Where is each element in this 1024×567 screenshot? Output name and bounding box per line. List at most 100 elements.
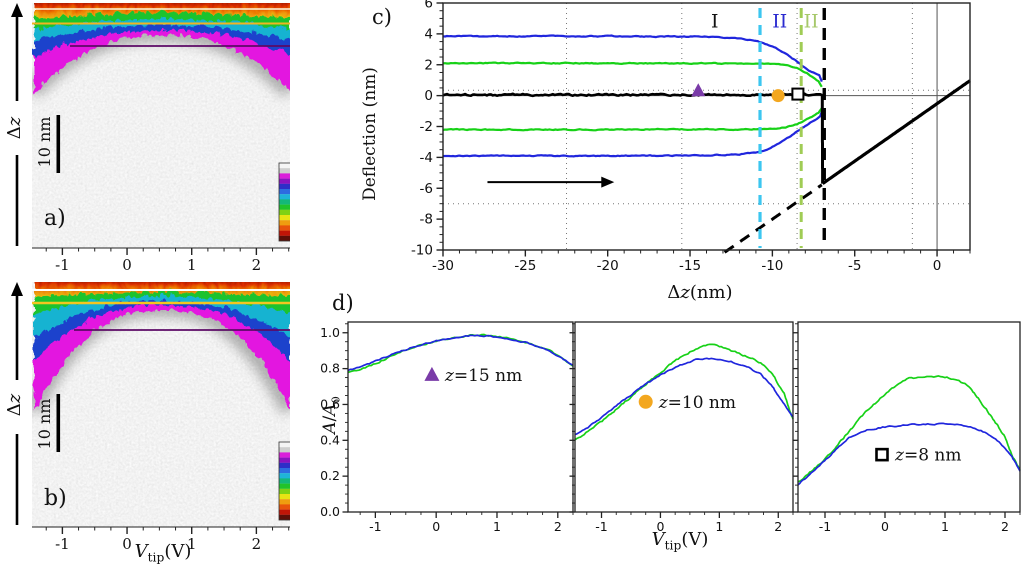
colorbar-swatch bbox=[279, 488, 290, 495]
scalebar bbox=[56, 115, 61, 173]
up-arrowhead-icon bbox=[11, 3, 23, 17]
colorbar-swatch bbox=[279, 494, 290, 500]
series-black-contact-extrapolation bbox=[723, 183, 823, 254]
region-label-2: II bbox=[804, 11, 819, 33]
panel-b-image: -1 0 1 2 bbox=[32, 282, 290, 553]
panel-c-letter: c) bbox=[372, 5, 392, 29]
subplot1-series-green bbox=[574, 343, 794, 441]
x-tick-label: -10 bbox=[761, 258, 783, 274]
colorbar-swatch bbox=[279, 504, 290, 510]
direction-arrowhead-icon bbox=[601, 176, 615, 188]
marker-circle bbox=[771, 89, 785, 103]
subplot-frame bbox=[574, 321, 794, 513]
colorbar-frame bbox=[278, 162, 290, 242]
series-black-approach bbox=[442, 92, 823, 98]
series-black-contact bbox=[821, 79, 971, 185]
colorbar-swatch bbox=[279, 168, 290, 174]
x-tick-label: -5 bbox=[848, 258, 861, 274]
x-tick-label: 2 bbox=[554, 519, 562, 534]
series-green-upper bbox=[442, 61, 823, 88]
y-tick-label: 1.0 bbox=[320, 325, 340, 340]
legend-label: z=15 nm bbox=[444, 366, 522, 386]
region-label-0: I bbox=[711, 11, 719, 33]
colorbar-swatch bbox=[279, 194, 290, 200]
x-tick-label: 1 bbox=[493, 519, 501, 534]
panel-b-letter: b) bbox=[44, 486, 67, 511]
colorbar-swatch bbox=[279, 452, 290, 458]
colorbar-swatch bbox=[279, 473, 290, 479]
panel-b-xlabel: Vtip(V) bbox=[134, 541, 192, 565]
panel-a-scalebar-label: 10 nm bbox=[35, 116, 54, 168]
colorbar-swatch bbox=[279, 514, 290, 521]
fringe-band-magenta bbox=[32, 282, 290, 410]
x-tick-label: 0 bbox=[881, 519, 889, 534]
y-tick-label: 0.2 bbox=[320, 468, 340, 483]
colorbar-swatch bbox=[279, 189, 290, 195]
x-tick-label: 2 bbox=[1001, 519, 1009, 534]
x-tick-label: -30 bbox=[432, 258, 454, 274]
legend-label: z=8 nm bbox=[894, 446, 962, 466]
subplot2-series-blue bbox=[797, 422, 1021, 486]
colorbar-swatch bbox=[279, 220, 290, 226]
colorbar-swatch bbox=[279, 230, 290, 236]
panel-a-letter: a) bbox=[44, 206, 66, 231]
series-green-lower bbox=[442, 107, 823, 132]
colorbar-swatch bbox=[279, 209, 290, 216]
legend-marker-square bbox=[875, 447, 889, 462]
colorbar-swatch bbox=[279, 447, 290, 453]
plot-frame bbox=[442, 2, 971, 251]
x-tick-label: 1 bbox=[941, 519, 949, 534]
x-tick-label: -25 bbox=[514, 258, 536, 274]
y-tick-label: 4 bbox=[424, 26, 433, 42]
x-tick-label: 1 bbox=[715, 519, 723, 534]
colorbar-swatch bbox=[279, 468, 290, 474]
x-tick-label: -1 bbox=[595, 519, 607, 534]
marker-square bbox=[791, 87, 805, 101]
panel-d-plot: z=15 nm -1 0 1 2 1.0 0.8 0.6 0.4 0.2 0.0 z=10 nm -1 0… bbox=[320, 321, 1021, 534]
colorbar-swatch bbox=[279, 483, 290, 489]
colorbar-swatch bbox=[279, 499, 290, 505]
x-tick-label: -1 bbox=[55, 535, 70, 553]
x-tick-label: -1 bbox=[369, 519, 381, 534]
legend-marker-triangle bbox=[424, 366, 440, 381]
y-tick-label: 0.4 bbox=[320, 432, 340, 447]
colorbar-frame bbox=[278, 441, 290, 521]
subplot0-series-blue bbox=[347, 334, 574, 372]
colorbar-swatch bbox=[279, 204, 290, 210]
x-tick-label: -20 bbox=[597, 258, 619, 274]
subplot2-series-green bbox=[797, 375, 1021, 483]
colorbar-swatch bbox=[279, 173, 290, 179]
y-tick-label: -10 bbox=[411, 243, 433, 259]
panel-a-dz-arrow bbox=[11, 3, 23, 246]
x-tick-label: 0 bbox=[933, 258, 942, 274]
colorbar-swatch bbox=[279, 457, 290, 463]
colorbar-swatch bbox=[279, 183, 290, 190]
colorbar-swatch bbox=[279, 163, 290, 169]
scalebar bbox=[56, 394, 61, 452]
panel-b-dz-arrow bbox=[11, 282, 23, 525]
legend-marker-circle bbox=[638, 394, 653, 409]
marker-triangle bbox=[691, 83, 706, 97]
colorbar-swatch bbox=[279, 225, 290, 231]
y-tick-label: 0 bbox=[424, 88, 433, 104]
x-tick-label: 0 bbox=[432, 519, 440, 534]
x-tick-label: 0 bbox=[122, 256, 132, 274]
series-blue-lower bbox=[442, 111, 823, 158]
panel-b-dz-label: Δz bbox=[4, 393, 25, 417]
region-label-1: II bbox=[772, 11, 787, 33]
x-tick-label: 0 bbox=[656, 519, 664, 534]
series-blue-upper bbox=[442, 34, 823, 82]
y-tick-label: 0.0 bbox=[320, 504, 340, 519]
x-tick-label: 2 bbox=[774, 519, 782, 534]
y-tick-label: 2 bbox=[424, 57, 433, 73]
colorbar-swatch bbox=[279, 235, 290, 242]
y-tick-label: 0.8 bbox=[320, 361, 340, 376]
x-tick-label: 0 bbox=[122, 535, 132, 553]
subplot-frame bbox=[797, 321, 1021, 513]
y-tick-label: -4 bbox=[420, 150, 433, 166]
panel-c-xlabel: Δz(nm) bbox=[667, 282, 733, 303]
x-tick-label: 1 bbox=[187, 535, 197, 553]
up-arrowhead-icon bbox=[11, 282, 23, 296]
y-tick-label: -8 bbox=[420, 212, 433, 228]
